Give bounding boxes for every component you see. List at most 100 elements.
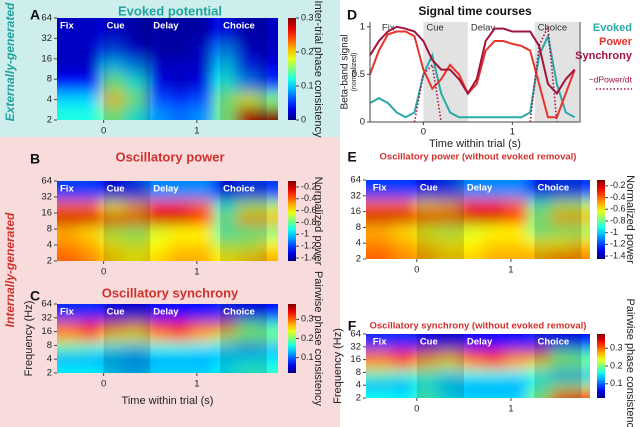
heatmap-cell (168, 363, 192, 373)
heatmap-cell (213, 353, 237, 365)
heatmap-cell (79, 106, 103, 120)
heatmap-cell (414, 236, 439, 250)
heatmap-cell (168, 91, 192, 108)
epoch-label: Cue (107, 307, 125, 318)
heatmap-cell (437, 236, 461, 250)
heatmap-cell (258, 18, 278, 43)
heatmap-cell (101, 58, 125, 75)
heatmap-cell (57, 42, 80, 60)
epoch-label: Fix (373, 337, 387, 348)
heatmap-cell (550, 180, 574, 200)
heatmap-cell (392, 198, 416, 212)
heatmap-cell (392, 389, 416, 398)
heatmap-cell (258, 106, 278, 120)
heatmap-cell (437, 180, 461, 200)
heatmap-cell (527, 236, 551, 250)
heatmap-cell (573, 180, 590, 200)
heatmap-cell (505, 349, 529, 360)
colorbar-label: Normalized power (312, 177, 324, 266)
heatmap-cell (57, 181, 80, 201)
heatmap-cell (505, 180, 529, 200)
heatmap-cell (79, 74, 103, 92)
legend-label: −dPower/dt (589, 74, 633, 84)
colorbar (597, 180, 605, 259)
heatmap-cell (460, 349, 484, 360)
heatmap-cell (482, 211, 506, 224)
colorbar-tick-label: -0.2 (610, 180, 626, 190)
colorbar-label: Inter-trial phase consistency (312, 1, 324, 138)
heatmap-cell (482, 248, 506, 259)
heatmap-cell (505, 248, 529, 259)
heatmap-cell (79, 224, 103, 240)
y-tick-label: 16 (350, 354, 361, 365)
y-tick-label: 2 (47, 368, 52, 379)
colorbar-tick-label: -1 (610, 227, 618, 237)
heatmap-cell (168, 181, 192, 201)
heatmap-cell (414, 334, 439, 350)
heatmap-cell (392, 180, 416, 200)
heatmap-cell (101, 363, 125, 373)
y-tick-label: 64 (41, 13, 52, 24)
heatmap-cell (168, 224, 192, 240)
heatmap-cell (79, 363, 103, 373)
heatmap-cell (573, 223, 590, 238)
heatmap-cell (573, 349, 590, 360)
heatmap-cell (101, 224, 125, 240)
heatmap-cell (392, 369, 416, 381)
heatmap-cell (57, 363, 80, 373)
heatmap-cell (460, 369, 484, 381)
heatmap-cell (79, 304, 103, 321)
heatmap-cell (366, 380, 393, 391)
heatmap-cell (236, 250, 259, 261)
y-tick-label: 4 (47, 240, 52, 251)
epoch-label: Delay (467, 183, 493, 194)
heatmap-cell (236, 212, 259, 226)
epoch-shade (103, 304, 151, 373)
heatmap-cell (482, 389, 506, 398)
colorbar-tick-label: -0.2 (301, 181, 317, 191)
heatmap-cell (101, 74, 125, 92)
heatmap-cell (366, 180, 393, 200)
heatmap-cell (124, 304, 148, 321)
heatmap-cell (101, 331, 125, 343)
heatmap-cell (213, 74, 237, 92)
heatmap-cell (57, 74, 80, 92)
heatmap-cell (392, 359, 416, 370)
heatmap-cell (236, 238, 259, 251)
heatmap-cell (57, 250, 80, 261)
heatmap-cell (124, 331, 148, 343)
heatmap-cell (124, 212, 148, 226)
colorbar-tick-label: -1 (301, 229, 309, 239)
heatmap-cells (57, 181, 278, 261)
y-tick-label: 16 (41, 326, 52, 337)
heatmap-cell (505, 334, 529, 350)
heatmap-cell (366, 211, 393, 224)
heatmap-cell (482, 180, 506, 200)
heatmap-cell (550, 369, 574, 381)
panel-title: Oscillatory power (without evoked remova… (380, 152, 577, 163)
colorbar (288, 181, 296, 261)
heatmap-cell (460, 180, 484, 200)
colorbar-tick-label: 0.2 (301, 46, 314, 56)
epoch-shade (103, 18, 151, 120)
heatmap-cell (437, 223, 461, 238)
heatmap-cell (168, 304, 192, 321)
panel-title: Evoked potential (118, 3, 222, 18)
heatmap-cell (213, 238, 237, 251)
colorbar-tick-label: 0.1 (610, 378, 623, 388)
colorbar-tick-label: -1.2 (301, 241, 317, 251)
heatmap-cell (57, 199, 80, 214)
heatmap-cell (168, 106, 192, 120)
heatmap-cell (124, 341, 148, 355)
heatmap-cell (57, 238, 80, 251)
epoch-label: Cue (426, 23, 443, 34)
heatmap-cell (57, 331, 80, 343)
heatmap-cell (437, 248, 461, 259)
heatmap-cell (236, 341, 259, 355)
y-axis-label: Frequency (Hz) (23, 301, 35, 377)
heatmap-cell (258, 341, 278, 355)
heatmap-cell (258, 74, 278, 92)
heatmap-cell (550, 198, 574, 212)
heatmap-cell (550, 359, 574, 370)
heatmap-cell (191, 224, 215, 240)
